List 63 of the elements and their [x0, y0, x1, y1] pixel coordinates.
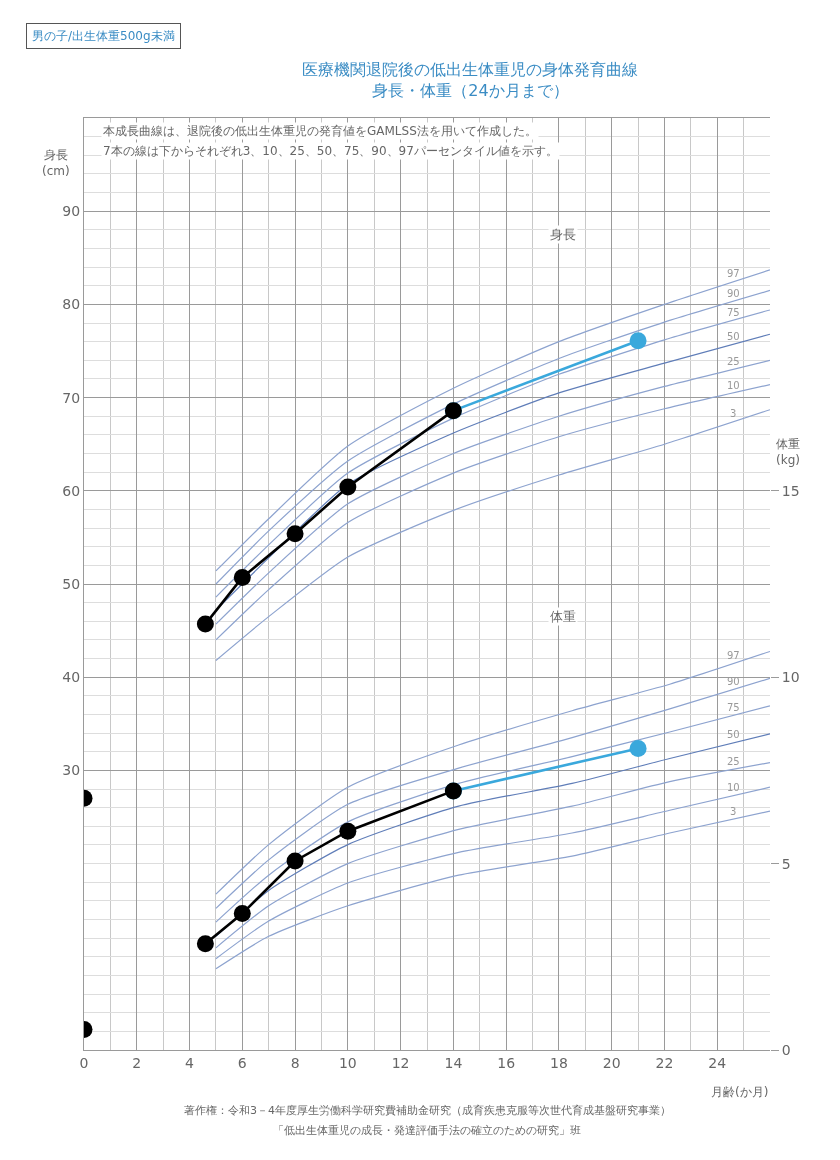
text: 著作権：令和3－4年度厚生労働科学研究費補助金研究（成育疾患克服等次世代育成基盤研究事業）: [184, 1104, 671, 1117]
x-tick-label: 20: [602, 1054, 621, 1071]
x-tick-label: 0: [79, 1054, 89, 1071]
point: [629, 739, 647, 757]
x-tick-label: 18: [550, 1054, 568, 1071]
series-label: 25: [727, 756, 740, 767]
point: [286, 525, 304, 543]
chart-title: 医療機関退院後の低出生体重児の身体発育曲線: [302, 60, 639, 80]
y2-tick-label: 10: [781, 669, 800, 686]
series-label: 75: [727, 307, 740, 318]
y-axis-title: 身長 (cm): [42, 148, 70, 178]
y-tick-label: 80: [62, 296, 81, 313]
line-series: [215, 705, 770, 923]
point: [196, 615, 214, 633]
x-tick-label: 12: [391, 1054, 410, 1071]
line-series: [215, 650, 770, 895]
x-tick-label: 14: [444, 1054, 463, 1071]
series-label: 50: [727, 331, 740, 342]
x-tick-label: 8: [290, 1054, 300, 1071]
series-label: 3: [730, 408, 737, 419]
x-tick-label: 6: [237, 1054, 247, 1071]
point: [629, 332, 647, 350]
point: [233, 905, 251, 923]
series-label: 3: [730, 806, 737, 817]
y-tick-label: 30: [62, 762, 81, 779]
x-tick-label: 24: [708, 1054, 727, 1071]
point: [196, 935, 214, 953]
y-tick-label: 70: [62, 389, 81, 406]
series-label: 10: [727, 380, 740, 391]
y-tick-label: 40: [62, 669, 81, 686]
point: [233, 568, 251, 586]
chart-subtitle: 身長・体重（24か月まで）: [372, 81, 569, 101]
point: [339, 822, 357, 840]
x-tick-label: 16: [497, 1054, 516, 1071]
y2-tick-label: 15: [781, 482, 800, 499]
y2-tick-label: 0: [781, 1041, 791, 1058]
text: 「低出生体重児の成長・発達評価手法の確立のための研究」班: [273, 1124, 581, 1137]
series-label: 97: [727, 268, 740, 279]
series-label: 90: [727, 288, 740, 299]
x-tick-label: 22: [655, 1054, 674, 1071]
y-tick-label: 90: [62, 203, 81, 220]
x-tick-label: 4: [185, 1054, 195, 1071]
x-axis-title: 月齢(か月): [711, 1085, 769, 1099]
series-label: 50: [727, 729, 740, 740]
y2-tick-label: 5: [781, 855, 791, 872]
annotation: 身長: [550, 227, 576, 242]
series-label: 75: [727, 702, 740, 713]
x-tick-label: 2: [132, 1054, 142, 1071]
y2-axis-title: 体重 (kg): [776, 437, 800, 467]
point: [286, 852, 304, 870]
series-label: 97: [727, 650, 740, 661]
y-tick-label: 60: [62, 482, 81, 499]
x-tick-label: 10: [338, 1054, 357, 1071]
point: [339, 478, 357, 496]
y-tick-label: 50: [62, 575, 81, 592]
series-label: 25: [727, 356, 740, 367]
annotation: 体重: [550, 609, 576, 624]
line-series: [215, 409, 770, 662]
line-series: [215, 677, 770, 909]
text: 男の子/出生体重500g未満: [32, 29, 175, 43]
annotation: 本成長曲線は、退院後の低出生体重児の発育値をGAMLSS法を用いて作成した。: [103, 124, 537, 138]
series-label: 10: [727, 782, 740, 793]
annotation: 7本の線は下からそれぞれ3、10、25、50、75、90、97パーセンタイル値を示す。: [103, 144, 558, 158]
